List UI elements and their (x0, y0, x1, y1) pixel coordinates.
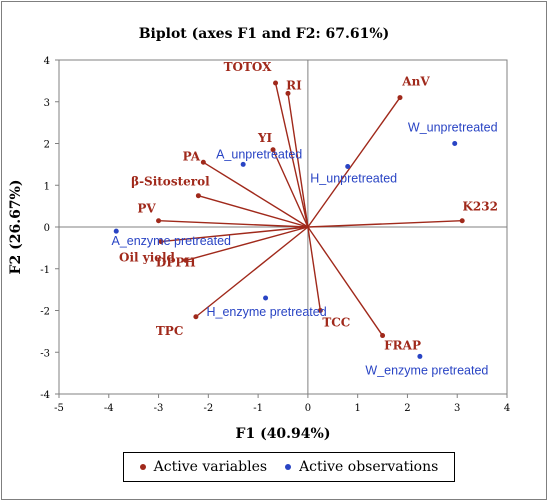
x-tick-label: 3 (454, 403, 460, 414)
observation-point-h-unpretreated (345, 163, 351, 169)
observation-point-h-enzyme-pretreated (263, 295, 269, 301)
vector-tcc (307, 226, 322, 311)
legend-marker-variables (139, 464, 146, 470)
variable-label-k232: K232 (462, 200, 497, 214)
legend-item-observations: Active observations (285, 459, 438, 475)
variable-point-oil-yield (158, 239, 164, 245)
variable-label-dpph: DPPH (156, 255, 196, 269)
variable-point-ri (285, 90, 291, 96)
x-tick-label: -3 (154, 403, 164, 414)
x-tick-label: -5 (54, 403, 64, 414)
observation-point-w-unpretreated (452, 141, 458, 146)
variable-label-tcc: TCC (322, 316, 350, 330)
vector-frap (307, 226, 384, 336)
zero-axes (59, 60, 507, 394)
variable-point-tpc (193, 314, 199, 320)
tick-labels: -5 -4 -3 -2 -1 0 1 2 3 4 -4 -3 -2 -1 0 1 2 3 4 (40, 56, 510, 414)
variable-label-pv: PV (137, 202, 156, 216)
chart-legend: Active variables Active observations (123, 452, 455, 482)
observation-label-a-enzyme-pretreated: A_enzyme pretreated (111, 234, 231, 248)
x-tick-label: -4 (104, 403, 114, 414)
variable-point-tcc (317, 308, 323, 313)
x-tick-label: -2 (203, 403, 213, 414)
vector-k232 (307, 220, 463, 228)
observation-label-h-enzyme-pretreated: H_enzyme pretreated (206, 305, 326, 319)
y-tick-label: -1 (40, 265, 50, 276)
legend-label-variables: Active variables (153, 459, 268, 475)
variable-point-totox (273, 80, 279, 86)
variable-label-totox: TOTOX (224, 60, 273, 74)
y-tick-label: 1 (44, 181, 50, 192)
vector-oil-yield (160, 226, 308, 243)
vector-pa (202, 161, 309, 228)
variable-label-pa: PA (183, 149, 201, 163)
y-tick-label: 0 (44, 223, 50, 234)
variable-label-ri: RI (286, 78, 302, 92)
legend-label-observations: Active observations (299, 459, 439, 475)
vector-tpc (195, 226, 309, 318)
observation-label-w-enzyme-pretreated: W_enzyme pretreated (365, 363, 488, 377)
vector-pv (158, 220, 308, 228)
legend-marker-observations (285, 464, 292, 470)
vector-totox (274, 82, 309, 228)
y-tick-label: 2 (44, 140, 50, 151)
x-axis-label: F1 (40.94%) (236, 426, 331, 442)
variable-label-oil-yield: Oil yield (119, 251, 175, 265)
y-axis-label: F2 (26.67%) (8, 180, 24, 275)
variable-label-sitosterol: β-Sitosterol (131, 175, 210, 189)
data-points (113, 80, 465, 359)
vector-dpph (185, 226, 309, 262)
chart-title: Biplot (axes F1 and F2: 67.61%) (139, 26, 390, 42)
y-tick-label: 4 (44, 56, 50, 67)
x-tick-label: 1 (354, 403, 360, 414)
y-tick-label: -2 (40, 307, 50, 318)
variable-point-anv (397, 95, 403, 101)
vector-sitosterol (198, 195, 309, 228)
variable-point-k232 (459, 218, 465, 224)
observation-label-h-unpretreated: H_unpretreated (310, 171, 397, 185)
x-tick-label: -1 (253, 403, 263, 414)
x-tick-label: 4 (504, 403, 510, 414)
variable-label-frap: FRAP (384, 339, 421, 353)
vector-anv (307, 97, 401, 228)
variable-label-yi: YI (257, 131, 273, 145)
variable-label-anv: AnV (401, 75, 430, 89)
y-tick-label: 3 (44, 98, 50, 109)
variable-vectors (158, 82, 463, 336)
variable-label-tpc: TPC (156, 324, 184, 338)
variable-point-pa (200, 159, 206, 165)
observation-point-w-enzyme-pretreated (417, 353, 423, 359)
variable-point-frap (380, 333, 386, 339)
observation-label-w-unpretreated: W_unpretreated (408, 121, 498, 135)
observation-point-a-enzyme-pretreated (113, 228, 119, 234)
variable-point-dpph (183, 257, 189, 263)
observation-point-a-unpretreated (240, 161, 246, 167)
variable-point-sitosterol (195, 193, 201, 199)
variable-point-yi (270, 147, 276, 153)
y-tick-label: -3 (40, 348, 50, 359)
x-tick-label: 2 (404, 403, 410, 414)
x-tick-label: 0 (305, 403, 311, 414)
legend-item-variables: Active variables (139, 459, 268, 475)
y-tick-label: -4 (40, 390, 50, 401)
vector-ri (287, 93, 309, 228)
variable-point-pv (156, 218, 162, 224)
observation-label-a-unpretreated: A_unpretreated (216, 147, 302, 161)
vector-yi (272, 149, 309, 228)
point-labels: TOTOX RI AnV YI PA β-Sitosterol PV K232 Oil yiel… (111, 60, 497, 377)
